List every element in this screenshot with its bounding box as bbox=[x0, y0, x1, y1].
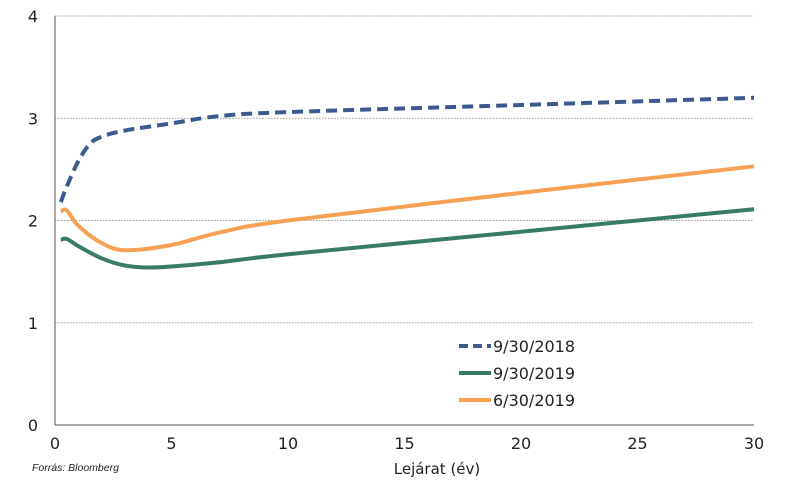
legend-label-0: 9/30/2018 bbox=[493, 337, 575, 356]
series-lines bbox=[58, 95, 755, 270]
y-tick-1: 1 bbox=[28, 314, 38, 333]
legend-label-1: 9/30/2019 bbox=[493, 364, 575, 383]
x-tick-20: 20 bbox=[511, 434, 531, 453]
axes bbox=[54, 16, 754, 426]
series-line-0 bbox=[58, 95, 755, 203]
source-note: Forrás: Bloomberg bbox=[32, 462, 119, 474]
y-tick-2: 2 bbox=[28, 212, 38, 231]
x-tick-labels: 0 5 10 15 20 25 30 bbox=[50, 434, 764, 453]
x-tick-25: 25 bbox=[627, 434, 647, 453]
x-tick-5: 5 bbox=[166, 434, 176, 453]
x-tick-30: 30 bbox=[744, 434, 764, 453]
x-axis-label: Lejárat (év) bbox=[394, 460, 481, 478]
y-tick-0: 0 bbox=[28, 416, 38, 435]
legend-label-2: 6/30/2019 bbox=[493, 391, 575, 410]
x-tick-10: 10 bbox=[278, 434, 298, 453]
series-line-2 bbox=[59, 164, 755, 253]
x-tick-0: 0 bbox=[50, 434, 60, 453]
legend: 9/30/2018 9/30/2019 6/30/2019 bbox=[459, 337, 575, 410]
y-tick-4: 4 bbox=[28, 7, 38, 26]
x-tick-15: 15 bbox=[394, 434, 414, 453]
y-tick-3: 3 bbox=[28, 109, 38, 128]
gridlines bbox=[55, 15, 754, 324]
series-line-1 bbox=[60, 207, 755, 270]
y-tick-labels: 0 1 2 3 4 bbox=[28, 7, 38, 435]
